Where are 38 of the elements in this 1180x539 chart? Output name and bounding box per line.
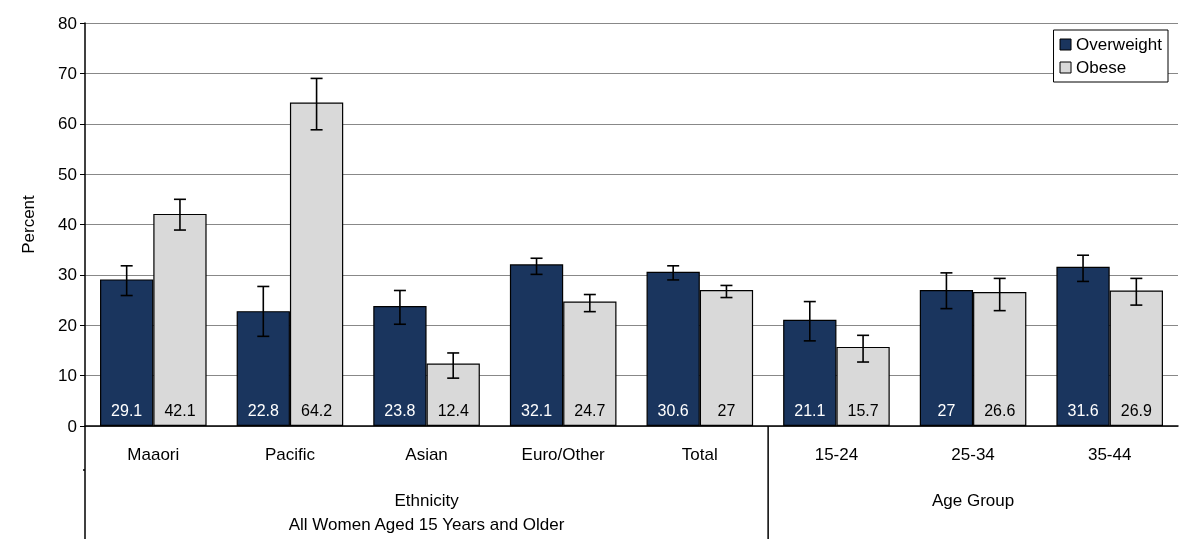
data-label: 64.2: [301, 401, 333, 419]
data-label: 27: [937, 401, 956, 419]
y-tick-label: 20: [58, 315, 77, 335]
data-label: 42.1: [164, 401, 196, 419]
data-label: 22.8: [247, 401, 279, 419]
x-tick-label: Total: [681, 445, 718, 464]
legend-label: Obese: [1076, 58, 1127, 77]
data-label: 31.6: [1067, 401, 1099, 419]
x-tick-label: Maaori: [127, 445, 180, 464]
y-tick-label: 80: [58, 13, 77, 33]
data-label: 21.1: [794, 401, 826, 419]
y-tick-label: 30: [58, 265, 77, 285]
y-axis-title: Percent: [19, 194, 38, 254]
data-label: 26.6: [984, 401, 1016, 419]
data-label: 30.6: [657, 401, 689, 419]
data-label: 15.7: [847, 401, 879, 419]
legend-label: Overweight: [1076, 35, 1163, 54]
x-tick-label: 15-24: [814, 445, 859, 464]
data-label: 27: [717, 401, 736, 419]
x-tick-label: 35-44: [1087, 445, 1132, 464]
y-tick-label: 70: [58, 63, 77, 83]
x-tick-label: 25-34: [951, 445, 995, 464]
y-tick-label: 60: [58, 114, 77, 134]
data-label: 32.1: [520, 401, 553, 419]
text: Age Group: [931, 490, 1015, 510]
data-label: 26.9: [1120, 401, 1152, 419]
data-label: 24.7: [574, 401, 606, 419]
x-tick-label: Pacific: [264, 445, 316, 464]
y-tick-label: 40: [58, 215, 77, 234]
data-label: 12.4: [437, 401, 469, 419]
data-label: 23.8: [384, 401, 416, 419]
x-tick-label: Euro/Other: [521, 445, 606, 464]
y-tick-label: 50: [58, 164, 77, 184]
y-tick-label: 10: [58, 366, 77, 386]
text: Ethnicity All Women Aged 15 Years and Older: [288, 490, 565, 534]
x-tick-label: Asian: [405, 445, 448, 464]
data-label: 29.1: [111, 401, 143, 419]
y-tick-label: 0: [67, 416, 77, 436]
